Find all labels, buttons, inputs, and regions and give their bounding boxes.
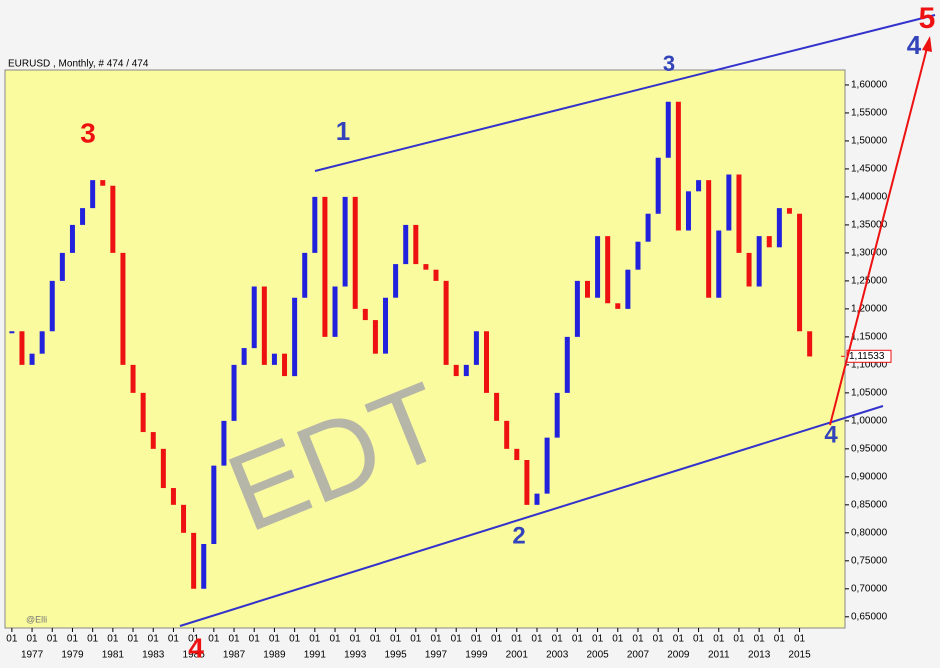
x-tick-label: 1983 bbox=[142, 650, 165, 661]
x-month-label: 01 bbox=[612, 634, 624, 645]
x-month-label: 01 bbox=[27, 634, 39, 645]
x-tick-label: 1995 bbox=[384, 650, 407, 661]
x-month-label: 01 bbox=[289, 634, 301, 645]
x-month-label: 01 bbox=[107, 634, 119, 645]
x-month-label: 01 bbox=[6, 634, 18, 645]
x-month-label: 01 bbox=[713, 634, 725, 645]
y-tick-label: 1,30000 bbox=[851, 248, 888, 259]
y-tick-label: 0,95000 bbox=[851, 443, 888, 454]
arrow-head bbox=[922, 36, 932, 52]
x-month-label: 01 bbox=[350, 634, 362, 645]
wave-label: 1 bbox=[336, 116, 350, 146]
y-tick-label: 1,20000 bbox=[851, 304, 888, 315]
wave-label: 4 bbox=[188, 632, 204, 663]
lower-trend-line bbox=[179, 405, 884, 627]
x-tick-label: 1991 bbox=[304, 650, 327, 661]
x-month-label: 01 bbox=[572, 634, 584, 645]
x-tick-label: 1989 bbox=[263, 650, 286, 661]
x-month-label: 01 bbox=[733, 634, 745, 645]
y-tick-label: 1,50000 bbox=[851, 136, 888, 147]
last-price-label: 1,11533 bbox=[849, 351, 885, 362]
y-tick-label: 1,15000 bbox=[851, 332, 888, 343]
wave-label: 4 bbox=[824, 421, 838, 448]
wave-label: 4 bbox=[907, 30, 922, 60]
x-tick-label: 2005 bbox=[586, 650, 609, 661]
x-tick-label: 2009 bbox=[667, 650, 690, 661]
wave-label: 5 bbox=[919, 2, 936, 35]
y-tick-label: 1,05000 bbox=[851, 388, 888, 399]
x-month-label: 01 bbox=[168, 634, 180, 645]
y-tick-label: 0,80000 bbox=[851, 527, 888, 538]
x-month-label: 01 bbox=[249, 634, 261, 645]
x-month-label: 01 bbox=[673, 634, 685, 645]
x-month-label: 01 bbox=[127, 634, 139, 645]
x-month-label: 01 bbox=[430, 634, 442, 645]
chart-title: EURUSD , Monthly, # 474 / 474 bbox=[8, 59, 149, 70]
x-month-label: 01 bbox=[228, 634, 240, 645]
x-month-label: 01 bbox=[390, 634, 402, 645]
y-tick-label: 1,45000 bbox=[851, 164, 888, 175]
x-month-label: 01 bbox=[794, 634, 806, 645]
wave-label: 3 bbox=[80, 117, 96, 148]
x-tick-label: 2015 bbox=[788, 650, 811, 661]
x-month-label: 01 bbox=[269, 634, 281, 645]
x-tick-label: 1999 bbox=[465, 650, 488, 661]
y-tick-label: 0,90000 bbox=[851, 471, 888, 482]
x-month-label: 01 bbox=[148, 634, 160, 645]
y-tick-label: 1,40000 bbox=[851, 192, 888, 203]
x-month-label: 01 bbox=[693, 634, 705, 645]
x-month-label: 01 bbox=[188, 634, 200, 645]
y-tick-label: 1,10000 bbox=[851, 360, 888, 371]
y-tick-label: 0,75000 bbox=[851, 555, 888, 566]
x-tick-label: 1993 bbox=[344, 650, 367, 661]
x-tick-label: 1981 bbox=[102, 650, 125, 661]
y-tick-label: 0,85000 bbox=[851, 499, 888, 510]
plot-area bbox=[4, 69, 846, 629]
y-tick-label: 1,00000 bbox=[851, 415, 888, 426]
x-tick-label: 2013 bbox=[748, 650, 771, 661]
y-tick-label: 1,55000 bbox=[851, 108, 888, 119]
x-month-label: 01 bbox=[471, 634, 483, 645]
upper-trend-line bbox=[314, 14, 936, 172]
x-tick-label: 2011 bbox=[708, 650, 730, 661]
x-month-label: 01 bbox=[592, 634, 604, 645]
x-month-label: 01 bbox=[329, 634, 341, 645]
x-month-label: 01 bbox=[774, 634, 786, 645]
wave-label: 2 bbox=[512, 522, 525, 549]
x-month-label: 01 bbox=[208, 634, 220, 645]
x-month-label: 01 bbox=[370, 634, 382, 645]
projection-arrow bbox=[829, 47, 928, 426]
y-tick-label: 1,60000 bbox=[851, 80, 888, 91]
x-month-label: 01 bbox=[47, 634, 59, 645]
y-tick-label: 1,35000 bbox=[851, 220, 888, 231]
x-month-label: 01 bbox=[67, 634, 79, 645]
x-tick-label: 1987 bbox=[223, 650, 246, 661]
x-month-label: 01 bbox=[491, 634, 503, 645]
x-month-label: 01 bbox=[309, 634, 321, 645]
y-tick-label: 0,65000 bbox=[851, 611, 888, 622]
x-month-label: 01 bbox=[531, 634, 543, 645]
x-tick-label: 1985 bbox=[183, 650, 206, 661]
x-month-label: 01 bbox=[632, 634, 644, 645]
x-month-label: 01 bbox=[451, 634, 463, 645]
x-month-label: 01 bbox=[754, 634, 766, 645]
x-month-label: 01 bbox=[552, 634, 564, 645]
x-month-label: 01 bbox=[87, 634, 99, 645]
x-month-label: 01 bbox=[410, 634, 422, 645]
x-month-label: 01 bbox=[653, 634, 665, 645]
x-tick-label: 1997 bbox=[425, 650, 448, 661]
credit: @Elli bbox=[26, 614, 47, 624]
wave-label: 3 bbox=[663, 51, 675, 76]
x-tick-label: 2003 bbox=[546, 650, 569, 661]
x-tick-label: 1977 bbox=[21, 650, 44, 661]
y-tick-label: 1,25000 bbox=[851, 276, 888, 287]
x-month-label: 01 bbox=[511, 634, 523, 645]
y-tick-label: 0,70000 bbox=[851, 583, 888, 594]
x-tick-label: 2001 bbox=[506, 650, 529, 661]
x-tick-label: 2007 bbox=[627, 650, 650, 661]
x-tick-label: 1979 bbox=[61, 650, 84, 661]
